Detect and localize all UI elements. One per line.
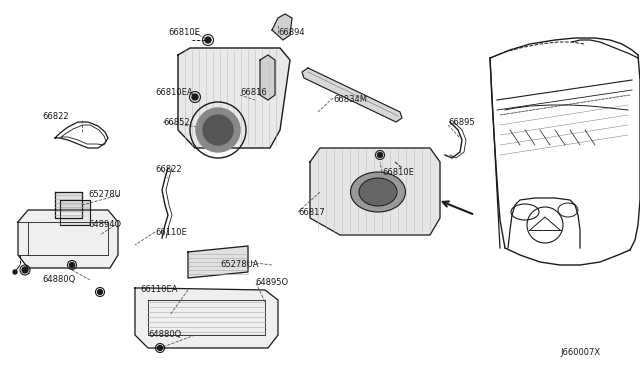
Polygon shape [302, 68, 402, 122]
Circle shape [205, 37, 211, 43]
Text: 66816: 66816 [240, 88, 267, 97]
Text: 66810EA: 66810EA [155, 88, 193, 97]
Circle shape [192, 94, 198, 100]
Polygon shape [55, 192, 82, 218]
Ellipse shape [359, 178, 397, 206]
Polygon shape [260, 55, 275, 100]
Text: 66895: 66895 [448, 118, 475, 127]
Text: J660007X: J660007X [560, 348, 600, 357]
Polygon shape [188, 246, 248, 278]
Text: 66852: 66852 [163, 118, 189, 127]
Text: 66817: 66817 [298, 208, 324, 217]
Text: 65278U: 65278U [88, 190, 121, 199]
Text: 64880Q: 64880Q [42, 275, 76, 284]
Text: 66822: 66822 [155, 165, 182, 174]
Polygon shape [135, 288, 278, 348]
Polygon shape [310, 148, 440, 235]
Text: 66810E: 66810E [382, 168, 414, 177]
Text: 64895O: 64895O [255, 278, 288, 287]
Text: 64880Q: 64880Q [148, 330, 181, 339]
Polygon shape [272, 14, 292, 40]
Circle shape [22, 267, 28, 273]
Polygon shape [18, 210, 118, 268]
Circle shape [13, 270, 17, 274]
Text: 66834M: 66834M [333, 95, 367, 104]
Polygon shape [60, 200, 90, 225]
Text: 66110E: 66110E [155, 228, 187, 237]
Text: 65278UA: 65278UA [220, 260, 259, 269]
Circle shape [196, 108, 240, 152]
Circle shape [97, 289, 102, 295]
Polygon shape [178, 48, 290, 148]
Ellipse shape [351, 172, 406, 212]
Circle shape [203, 115, 233, 145]
Circle shape [378, 153, 383, 157]
Text: 66822: 66822 [42, 112, 68, 121]
Text: 64894O: 64894O [88, 220, 121, 229]
Text: 66810E: 66810E [168, 28, 200, 37]
Text: 66110EA: 66110EA [140, 285, 177, 294]
Text: 66894: 66894 [278, 28, 305, 37]
Circle shape [157, 346, 163, 350]
Circle shape [70, 263, 74, 267]
